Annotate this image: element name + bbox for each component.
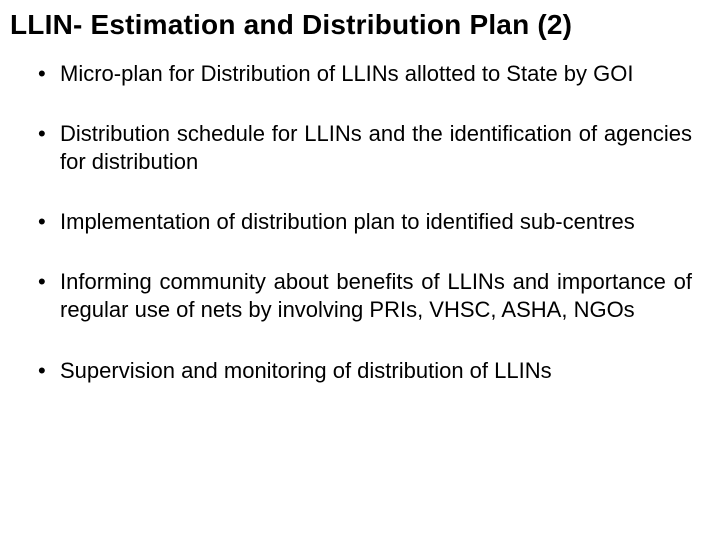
bullet-item: Distribution schedule for LLINs and the … <box>38 120 692 176</box>
bullet-item: Supervision and monitoring of distributi… <box>38 357 692 385</box>
bullet-list: Micro-plan for Distribution of LLINs all… <box>10 60 710 385</box>
slide: LLIN- Estimation and Distribution Plan (… <box>0 0 720 540</box>
bullet-item: Micro-plan for Distribution of LLINs all… <box>38 60 692 88</box>
bullet-item: Informing community about benefits of LL… <box>38 268 692 324</box>
slide-title: LLIN- Estimation and Distribution Plan (… <box>10 8 710 42</box>
bullet-item: Implementation of distribution plan to i… <box>38 208 692 236</box>
